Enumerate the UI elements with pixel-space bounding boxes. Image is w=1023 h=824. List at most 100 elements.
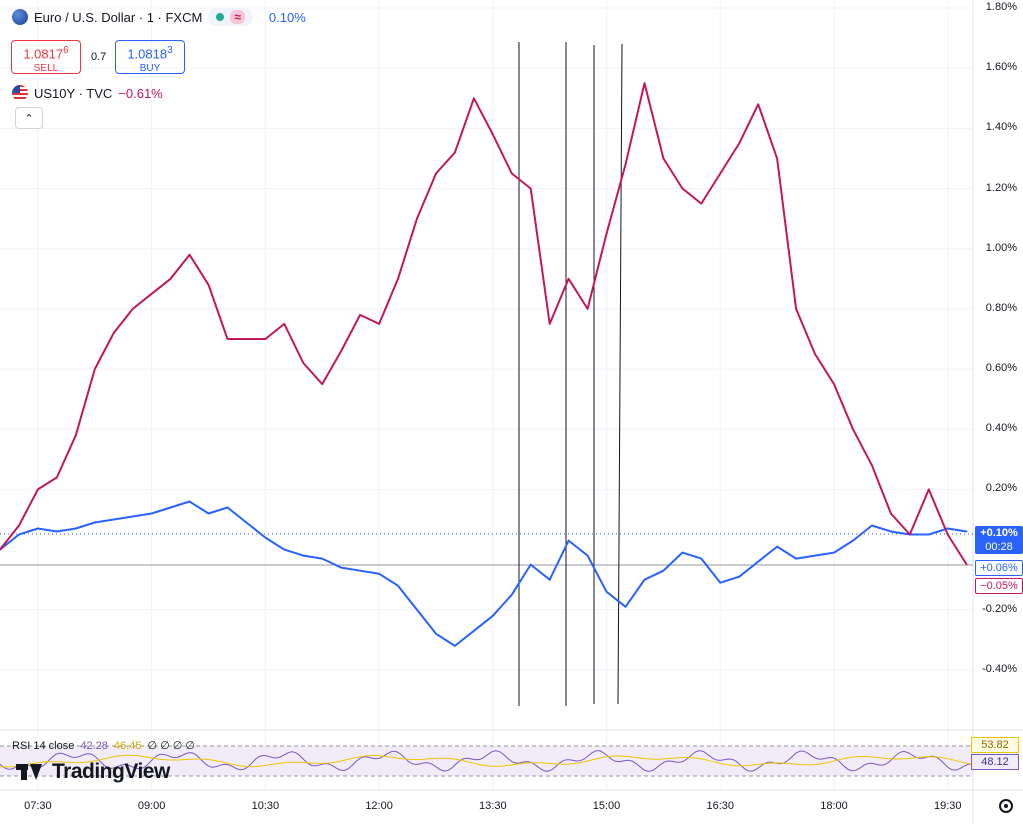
eurusd-point [340,566,342,569]
eurusd-point [397,584,399,587]
rsi-ma-line [0,754,973,768]
x-tick-label: 18:00 [820,800,848,812]
us10y-point [833,383,835,385]
us10y-point [757,103,759,106]
eurusd-point [131,515,134,518]
sell-price-sup: 6 [63,45,69,56]
compare-legend: US10Y · TVC −0.61% [12,85,163,101]
us10y-point [226,338,229,340]
us10y-point [169,277,172,280]
eurusd-point [226,506,229,509]
eurusd-series-line[interactable] [0,500,967,647]
eurusd-point [605,590,608,593]
us10y-point [909,533,911,536]
eurusd-point [719,581,722,584]
us10y-point [56,476,58,479]
eurusd-point [833,551,835,554]
sell-button[interactable]: 1.08176 SELL [11,40,81,74]
sell-price: 1.0817 [23,46,64,62]
us10y-point [397,277,399,280]
rsi-value-2: 46.45 [113,739,142,752]
eurusd-point [871,524,873,527]
us10y-point [150,293,153,295]
eurusd-point [548,578,551,581]
us10y-point [700,202,703,205]
eurusd-point [188,500,191,503]
eurusd-point [473,630,475,632]
chevron-up-icon: ⌃ [24,112,34,125]
eur-flag-icon [12,9,28,25]
spread-value: 0.7 [91,51,107,63]
us10y-point [283,323,286,325]
eurusd-point [302,554,305,557]
rsi-legend: RSI 14 close 42.28 46.45 ∅ ∅ ∅ ∅ [12,739,195,753]
us10y-point [359,314,361,316]
us10y-point [473,97,475,100]
us10y-point [529,187,532,190]
us10y-point [624,163,627,166]
eurusd-point [567,539,570,542]
y-tick-label: 0.20% [985,482,1017,495]
eurusd-point [529,563,532,566]
x-tick-label: 15:00 [592,800,621,812]
us10y-point [548,323,551,325]
vertical-line-4[interactable] [617,43,623,705]
eurusd-tag-value: +0.10% [980,527,1018,539]
y-tick-label: 0.60% [985,362,1017,375]
us10y-point [245,338,248,340]
eurusd-point [169,506,172,509]
eurusd-point [454,645,456,647]
eurusd-point [416,608,418,611]
us10y-point [643,82,646,85]
x-tick-label: 09:00 [137,800,166,812]
eurusd-point [378,572,380,575]
symbol-change: 0.10% [268,9,306,25]
eurusd-point [681,551,684,554]
us10y-point [776,157,778,160]
y-tick-label: 1.00% [985,241,1017,254]
us10y-point [605,232,608,235]
x-tick-label: 13:30 [479,800,507,812]
eurusd-point [510,593,513,596]
settings-gear-icon[interactable] [999,799,1013,813]
eurusd-point [776,545,778,548]
market-status-pill[interactable]: ≈ [208,8,253,26]
eurusd-point [965,530,968,533]
eurusd-point [662,569,665,572]
eurusd-point [150,512,153,515]
x-tick-label: 07:30 [24,800,52,812]
tradingview-logo-text: TradingView [52,760,170,783]
compare-symbol[interactable]: US10Y · TVC [34,85,113,101]
eurusd-point [795,557,797,560]
main-legend: Euro / U.S. Dollar · 1 · FXCM ≈ 0.10% [12,8,306,26]
us10y-point [719,172,722,175]
collapse-legend-button[interactable]: ⌃ [15,107,43,129]
eurusd-point [946,527,949,530]
us10y-point [131,308,134,310]
eurusd-point [359,569,361,572]
eurusd-point [492,614,494,617]
drawn-vertical-lines[interactable] [518,42,623,706]
us10y-line-tag: −0.05% [975,578,1023,594]
us10y-point [567,277,570,280]
tradingview-logo[interactable]: TradingView [16,760,170,784]
rsi-label[interactable]: RSI 14 close [12,739,75,752]
sell-label: SELL [33,63,59,75]
us10y-point [112,332,115,334]
rsi-value-tag: 48.12 [971,754,1019,770]
symbol-title[interactable]: Euro / U.S. Dollar · 1 · FXCM [34,9,203,25]
us10y-point [207,284,210,286]
eurusd-point [75,527,77,530]
eurusd-point [207,512,210,515]
buy-button[interactable]: 1.08183 BUY [115,40,185,74]
us10y-point [188,253,191,256]
eurusd-line-tag: +0.06% [975,560,1023,576]
y-tick-label: 1.80% [985,1,1017,13]
us10y-point [75,434,77,437]
us10y-point [0,548,1,551]
us10y-point [510,172,513,175]
us10y-point [264,338,267,340]
eurusd-point [264,536,267,539]
us10y-series-line[interactable] [0,82,968,566]
